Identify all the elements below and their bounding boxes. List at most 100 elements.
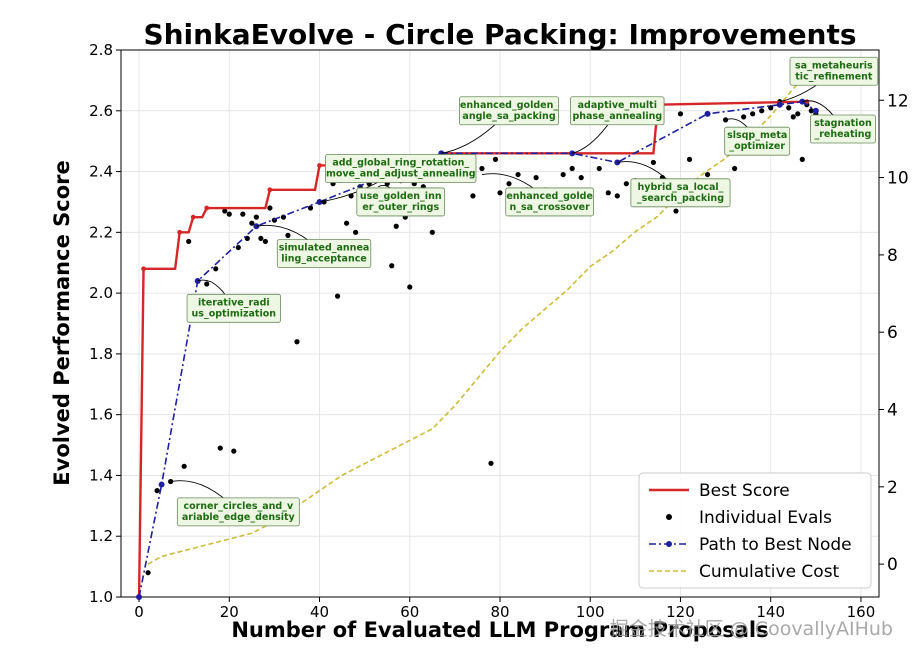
- annotation-label: simulated_annea ling_acceptance: [279, 243, 370, 265]
- watermark: 掘金技术社区 @ CoovallyAIHub: [610, 618, 893, 640]
- annotation-box: [186, 293, 281, 323]
- eval-point: [492, 156, 499, 162]
- eval-point: [154, 488, 160, 494]
- eval-point: [750, 111, 756, 117]
- eval-point: [145, 570, 151, 576]
- annotation-label: iterative_radi us_optimization: [192, 297, 277, 319]
- path-node-marker: [812, 107, 819, 114]
- eval-point: [389, 263, 395, 269]
- y-tick-label: 2.8: [89, 41, 113, 59]
- eval-point: [204, 281, 210, 287]
- eval-point: [488, 460, 494, 466]
- x-tick-label: 20: [220, 603, 239, 621]
- legend-label: Individual Evals: [699, 508, 832, 528]
- series-cumulative-cost: [147, 64, 817, 565]
- path-node-marker: [158, 481, 165, 488]
- best-score-marker: [267, 187, 273, 193]
- eval-point: [231, 448, 237, 454]
- eval-point: [235, 244, 241, 251]
- eval-point: [786, 105, 792, 111]
- eval-point: [249, 220, 255, 226]
- legend: Best Score Individual Evals Path to Best N…: [638, 472, 872, 589]
- eval-point: [407, 284, 413, 290]
- eval-point: [790, 114, 796, 120]
- eval-point: [686, 156, 693, 162]
- y2-tick-label: 4: [887, 401, 898, 421]
- y2-tick-label: 10: [887, 169, 909, 189]
- eval-point: [799, 156, 805, 162]
- annotation-label: use_golden_inn er_outer_rings: [360, 191, 442, 213]
- annotation-box: [459, 96, 560, 126]
- eval-point: [244, 235, 250, 242]
- y2-tick-label: 12: [887, 91, 909, 111]
- annotation-box: [325, 154, 477, 183]
- path-node-marker: [136, 594, 143, 600]
- y-tick-label: 1.8: [89, 345, 113, 363]
- annotation-box: [570, 96, 665, 126]
- legend-label: Best Score: [699, 481, 790, 501]
- y2-tick-label: 2: [887, 478, 898, 498]
- eval-point: [258, 235, 264, 242]
- eval-point: [334, 293, 341, 299]
- x-tick-label: 140: [756, 603, 785, 621]
- y-tick-label: 1.6: [89, 406, 113, 424]
- annotation-box: [724, 126, 791, 156]
- eval-point: [795, 111, 801, 117]
- legend-label: Path to Best Node: [699, 535, 852, 555]
- y-tick-label: 1.0: [89, 588, 113, 606]
- y2-tick-label: 0: [887, 555, 898, 575]
- legend-frame: [638, 472, 872, 589]
- eval-point: [343, 220, 350, 226]
- x-tick-label: 80: [490, 603, 509, 621]
- eval-point: [605, 190, 611, 196]
- path-node-marker: [776, 101, 783, 108]
- y-axis-label: Evolved Performance Score: [50, 160, 74, 485]
- eval-point: [569, 165, 575, 172]
- best-score-marker: [141, 266, 146, 272]
- annotation-box: [505, 187, 594, 217]
- eval-point: [181, 463, 187, 469]
- best-score-marker: [177, 229, 183, 235]
- y-tick-label: 2.4: [89, 163, 113, 181]
- annotation-label: corner_circles_and_v ariable_edge_density: [182, 501, 296, 523]
- x-tick-label: 120: [666, 603, 695, 621]
- y-tick-label: 2.2: [89, 223, 113, 241]
- annotation-box: [276, 239, 372, 269]
- eval-point: [285, 232, 291, 238]
- annotation-label: add_global_ring_rotation_ move_and_adjust…: [326, 158, 476, 180]
- eval-point: [741, 114, 747, 120]
- eval-point: [497, 190, 503, 196]
- eval-point: [186, 238, 192, 245]
- eval-point: [353, 229, 359, 235]
- y-tick-label: 1.2: [89, 527, 113, 545]
- annotation-box: [789, 56, 879, 86]
- eval-point: [262, 238, 268, 245]
- x-tick-label: 0: [134, 603, 144, 621]
- eval-point: [623, 181, 629, 187]
- best-score-marker: [204, 205, 210, 211]
- annotation-label: slsqp_meta _optimizer: [727, 130, 787, 152]
- annotation-label: hybrid_sa_local_ _search_packing: [637, 182, 724, 204]
- eval-point: [429, 229, 435, 235]
- eval-point: [217, 445, 223, 451]
- eval-point: [677, 111, 684, 117]
- annotation-box: [356, 187, 446, 217]
- path-node-marker: [704, 110, 711, 117]
- annotation-box: [176, 497, 300, 527]
- legend-swatch-individual-evals: [666, 514, 672, 520]
- eval-point: [673, 208, 679, 214]
- annotation-label: sa_metaheuris tic_refinement: [795, 60, 873, 82]
- eval-point: [533, 175, 539, 181]
- eval-point: [240, 211, 246, 217]
- chart-title: ShinkaEvolve - Circle Packing: Improveme…: [143, 18, 856, 51]
- x-tick-label: 60: [400, 603, 419, 621]
- annotation-box: [810, 114, 876, 144]
- y-tick-label: 2.0: [89, 284, 113, 302]
- eval-point: [267, 205, 273, 211]
- eval-point: [393, 223, 399, 229]
- eval-point: [222, 208, 228, 214]
- y-tick-label: 2.6: [89, 102, 113, 120]
- eval-point: [704, 171, 711, 178]
